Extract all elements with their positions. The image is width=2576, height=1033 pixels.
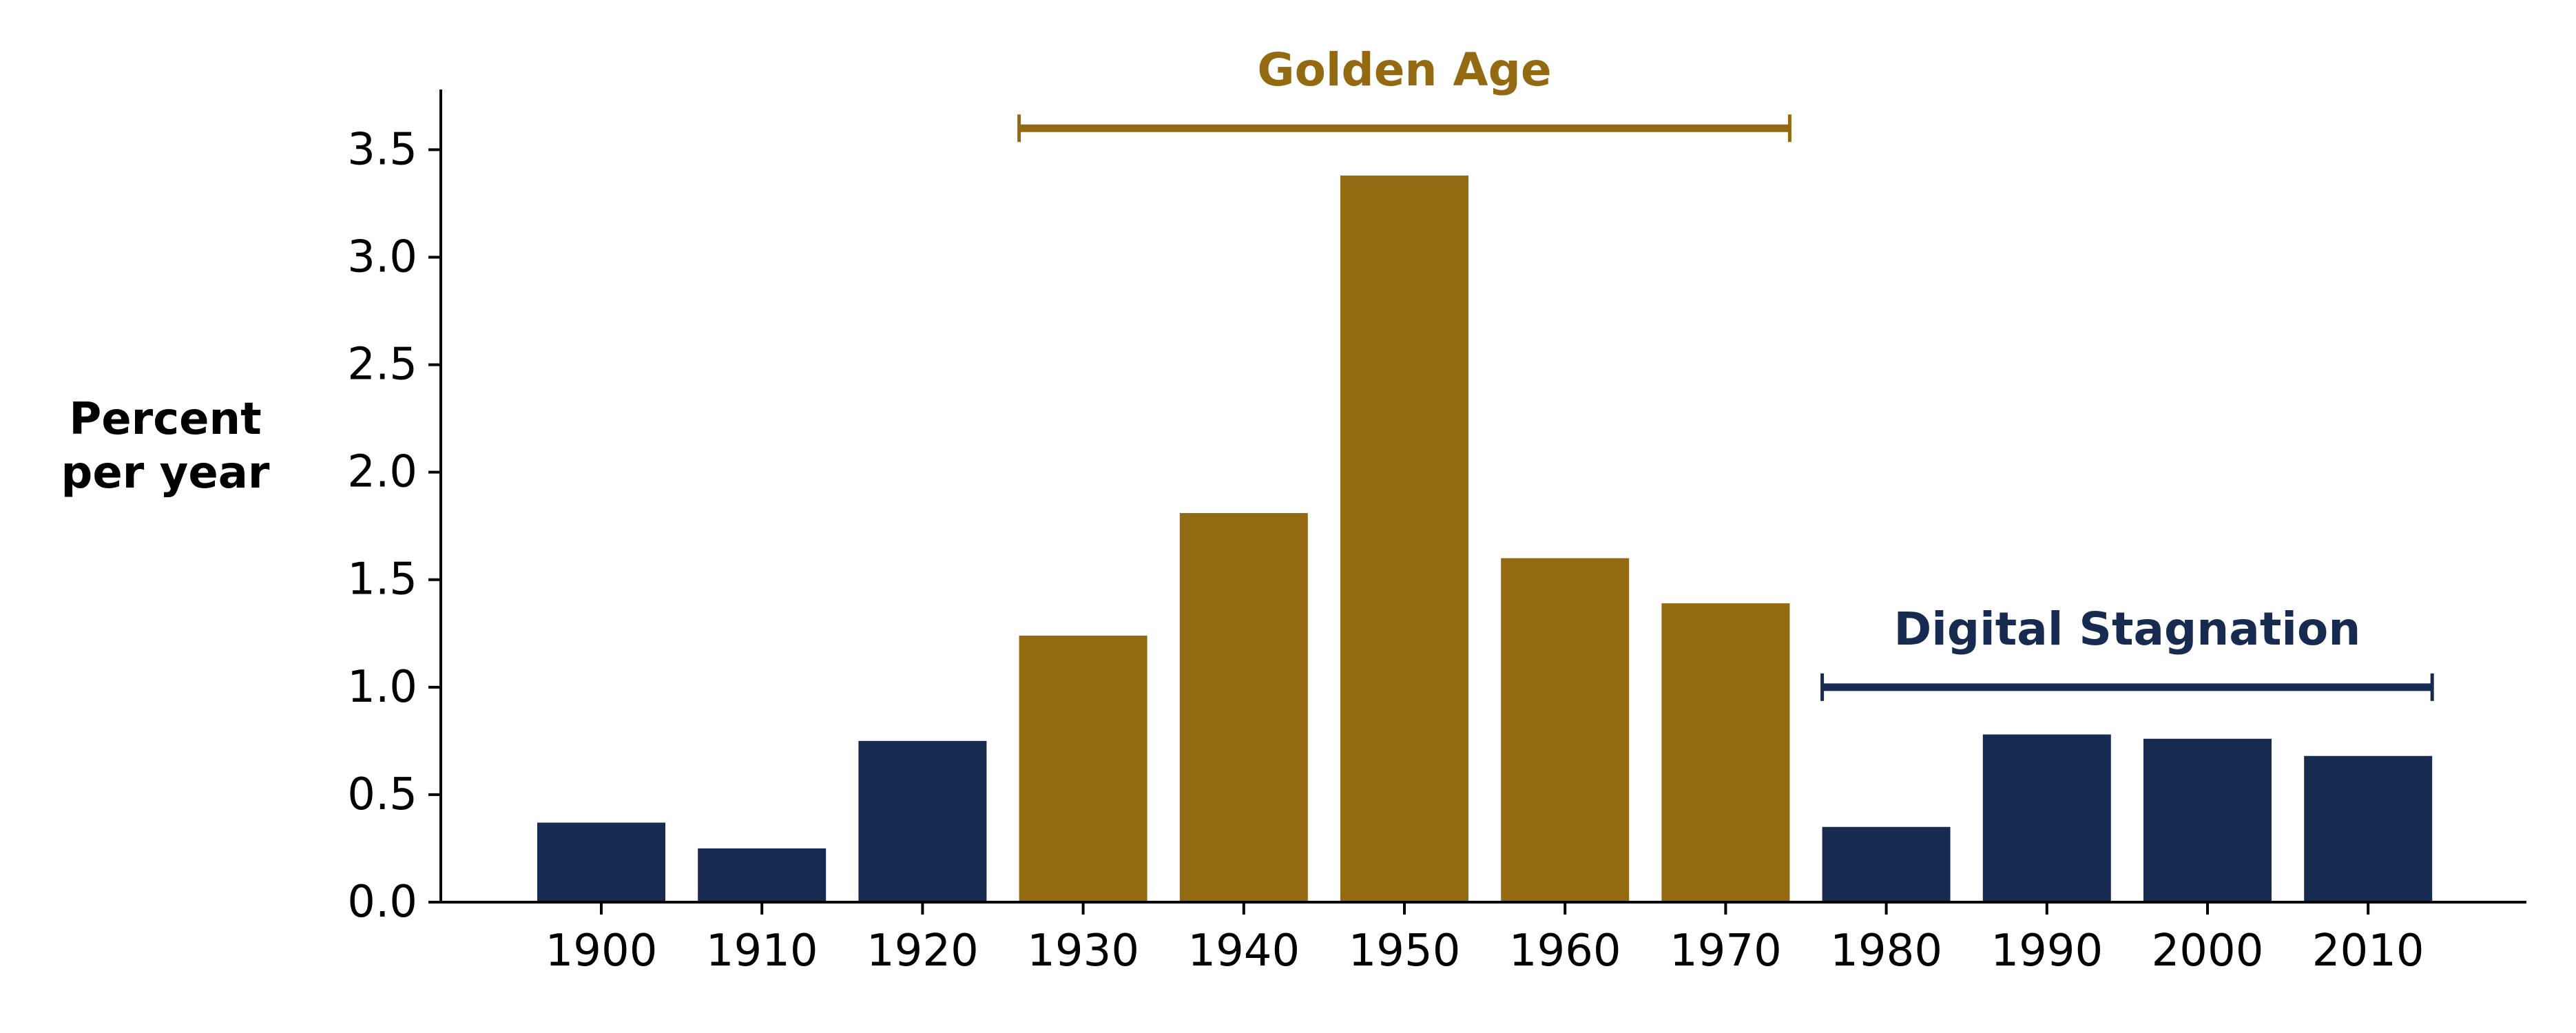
x-tick-label-1940: 1940 (1187, 926, 1300, 977)
bar-1940 (1179, 512, 1308, 902)
y-axis-label-line: Percent (69, 394, 261, 445)
y-tick-label: 1.0 (347, 662, 417, 713)
x-tick-label-2000: 2000 (2152, 926, 2264, 977)
annotation-label: Digital Stagnation (1893, 603, 2360, 656)
x-tick-label-1920: 1920 (866, 926, 979, 977)
annotation-1: Golden Age (1017, 43, 1791, 143)
y-tick-label: 0.5 (347, 769, 417, 820)
y-tick-label: 3.5 (347, 124, 417, 175)
y-tick-label: 2.5 (347, 340, 417, 390)
bar-1970 (1661, 603, 1790, 902)
axes (439, 90, 2526, 904)
bar-2000 (2143, 738, 2272, 902)
bar-1910 (698, 848, 827, 902)
annotation-2: Digital Stagnation (1820, 603, 2434, 701)
bar-1950 (1340, 175, 1468, 903)
x-tick-label-1990: 1990 (1991, 926, 2103, 977)
bar-1930 (1019, 635, 1147, 902)
x-tick-label-1970: 1970 (1670, 926, 1782, 977)
x-axis-ticks: 1900 1910 1920 1930 1940 1950 1960 1970 1980 1990… (546, 902, 2424, 977)
bars (537, 175, 2433, 903)
x-tick-label-1900: 1900 (546, 926, 658, 977)
bar-1960 (1501, 558, 1630, 902)
x-tick-label-1930: 1930 (1027, 926, 1139, 977)
bar-2010 (2304, 755, 2433, 902)
y-tick-label: 2.0 (347, 447, 417, 498)
y-axis-ticks: 0.0 0.5 1.0 1.5 2.0 2.5 3.0 3.5 (347, 124, 441, 928)
x-tick-label-1980: 1980 (1830, 926, 1942, 977)
bar-1920 (858, 740, 987, 902)
x-tick-label-2010: 2010 (2312, 926, 2424, 977)
annotation-label: Golden Age (1257, 43, 1551, 96)
bar-1900 (537, 822, 665, 902)
x-tick-label-1910: 1910 (706, 926, 818, 977)
bar-1990 (1982, 734, 2111, 902)
bar-1980 (1822, 826, 1951, 902)
y-axis-label-line: per year (61, 448, 270, 499)
y-tick-label: 1.5 (347, 554, 417, 605)
x-tick-label-1950: 1950 (1349, 926, 1461, 977)
y-tick-label: 3.0 (347, 231, 417, 282)
x-tick-label-1960: 1960 (1509, 926, 1621, 977)
y-tick-label: 0.0 (347, 877, 417, 928)
period-annotations: Golden Age Digital Stagnation (1017, 43, 2434, 701)
